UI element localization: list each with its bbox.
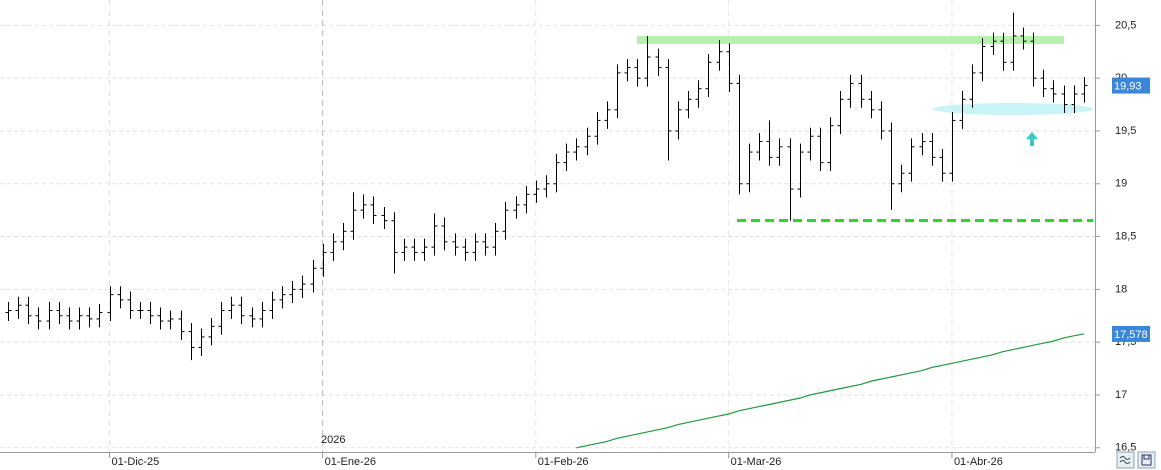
last-value-box bbox=[1112, 325, 1150, 342]
y-tick-label: 18 bbox=[1115, 283, 1127, 295]
last-value-label: 19,93 bbox=[1114, 80, 1142, 92]
moving-average bbox=[576, 333, 1085, 449]
y-tick-label: 19 bbox=[1115, 178, 1127, 190]
last-value-label: 17,578 bbox=[1114, 329, 1148, 341]
y-tick-label: 17 bbox=[1115, 389, 1127, 401]
zoom-button-box[interactable] bbox=[1116, 451, 1135, 469]
axes: 16,51717,51818,51919,52020,501-Dic-2501-… bbox=[109, 19, 1150, 468]
x-tick-label: 01-Abr-26 bbox=[954, 456, 1003, 468]
save-button[interactable] bbox=[1137, 451, 1156, 469]
x-tick-label: 01-Feb-26 bbox=[538, 456, 589, 468]
x-tick-label: 01-Mar-26 bbox=[731, 456, 782, 468]
y-tick-label: 18,5 bbox=[1115, 230, 1136, 242]
save-button-box[interactable] bbox=[1137, 451, 1156, 469]
save-icon[interactable] bbox=[1141, 454, 1152, 466]
year-label: 2026 bbox=[321, 434, 345, 446]
y-tick-label: 16,5 bbox=[1115, 442, 1136, 454]
x-tick-label: 01-Dic-25 bbox=[112, 456, 160, 468]
y-tick-label: 19,5 bbox=[1115, 125, 1136, 137]
zone-ellipse bbox=[933, 103, 1093, 115]
up-arrow bbox=[1026, 132, 1038, 146]
y-tick-label: 20,5 bbox=[1115, 19, 1136, 31]
last-value-box bbox=[1112, 77, 1150, 94]
x-tick-label: 01-Ene-26 bbox=[325, 456, 376, 468]
resistance-band bbox=[637, 36, 1064, 44]
marks bbox=[5, 12, 1088, 449]
zoom-button[interactable] bbox=[1116, 451, 1135, 469]
zoom-icon[interactable] bbox=[1119, 456, 1131, 464]
